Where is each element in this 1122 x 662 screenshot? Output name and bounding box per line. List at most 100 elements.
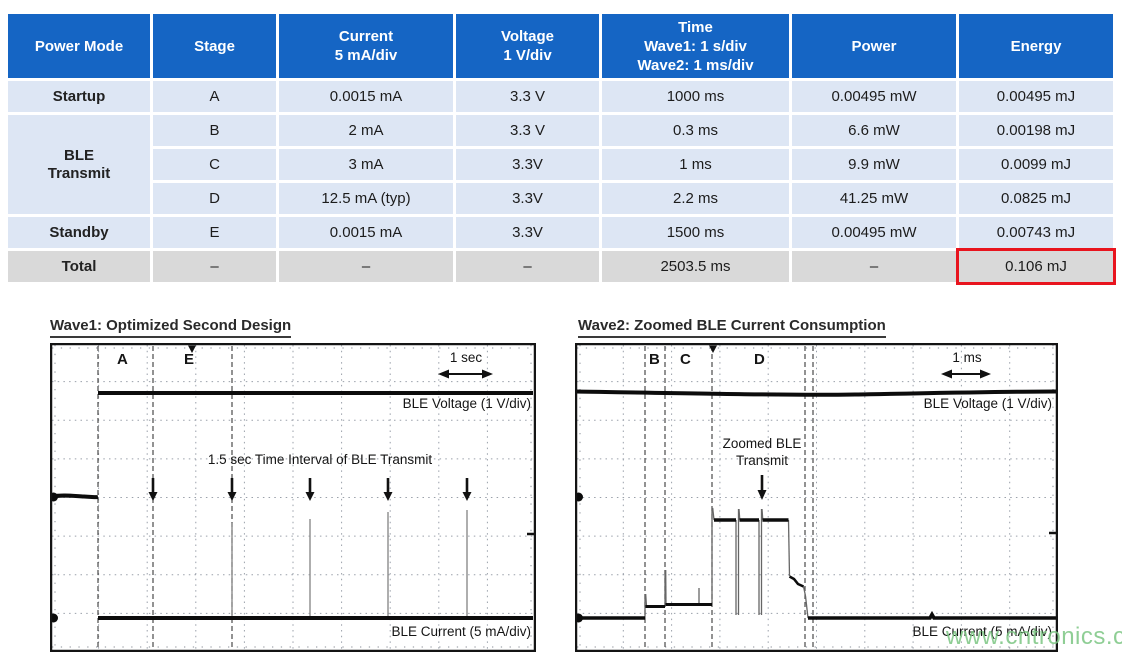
cell-time: 1000 ms xyxy=(602,81,789,112)
wave2-scope: B C D 1 ms BLE Voltage (1 V/div) Zoomed … xyxy=(575,343,1058,652)
power-budget-table: Power Mode Stage Current 5 mA/div Voltag… xyxy=(5,11,1116,285)
header-text: Voltage xyxy=(500,28,555,45)
stage-d-label: D xyxy=(754,351,765,368)
cell-power: 0.00495 mW xyxy=(792,81,956,112)
cell-current: 0.0015 mA xyxy=(279,81,453,112)
voltage-channel-label: BLE Voltage (1 V/div) xyxy=(402,396,531,411)
header-text: Time xyxy=(678,18,713,36)
header-subtext: 5 mA/div xyxy=(334,47,398,64)
timebase-scale-arrow xyxy=(941,369,991,379)
transmit-pointer-arrow xyxy=(757,475,767,500)
header-text: Current xyxy=(338,28,394,45)
cell-mode: Standby xyxy=(8,217,150,248)
column-header-current: Current 5 mA/div xyxy=(279,14,453,78)
current-channel-label: BLE Current (5 mA/div) xyxy=(912,624,1052,639)
header-text: Stage xyxy=(194,37,235,55)
cell-power: 6.6 mW xyxy=(792,115,956,146)
cell-time: 2503.5 ms xyxy=(602,251,789,282)
current-channel-label: BLE Current (5 mA/div) xyxy=(391,624,531,639)
cell-time: 1 ms xyxy=(602,149,789,180)
column-header-energy: Energy xyxy=(959,14,1113,78)
wave2-plot xyxy=(575,343,1058,652)
transmit-spikes xyxy=(231,510,468,618)
cell-time: 1500 ms xyxy=(602,217,789,248)
cell-power: 0.00495 mW xyxy=(792,217,956,248)
voltage-channel-label: BLE Voltage (1 V/div) xyxy=(923,396,1052,411)
cell-mode: BLE Transmit xyxy=(8,115,150,214)
voltage-trace xyxy=(576,389,1057,397)
stage-c-label: C xyxy=(680,351,691,368)
table-row: D 12.5 mA (typ) 3.3V 2.2 ms 41.25 mW 0.0… xyxy=(8,183,1113,214)
interval-arrows xyxy=(151,478,469,494)
column-header-voltage: Voltage 1 V/div xyxy=(456,14,599,78)
stage-e-label: E xyxy=(184,351,195,368)
cell-stage: E xyxy=(153,217,276,248)
current-trace-transitions xyxy=(644,507,809,619)
cell-current: 0.0015 mA xyxy=(279,217,453,248)
header-text: Power xyxy=(851,37,897,55)
wave1-plot xyxy=(50,343,536,652)
cell-time: 2.2 ms xyxy=(602,183,789,214)
trigger-marker-icon xyxy=(709,345,717,353)
header-subtext: Wave1: 1 s/div xyxy=(644,37,747,55)
total-row: Total – – – 2503.5 ms – 0.106 mJ xyxy=(8,248,1116,285)
cell-stage: B xyxy=(153,115,276,146)
cell-energy: 0.00198 mJ xyxy=(959,115,1113,146)
cell-power: 9.9 mW xyxy=(792,149,956,180)
cell-power: – xyxy=(792,251,956,282)
cell-time: 0.3 ms xyxy=(602,115,789,146)
grid xyxy=(52,345,534,650)
scope-border xyxy=(50,343,536,652)
cell-energy: 0.0825 mJ xyxy=(959,183,1113,214)
edge-ticks xyxy=(52,345,534,650)
header-subtext: 1 V/div xyxy=(503,47,552,64)
grid xyxy=(577,345,1056,650)
cell-voltage: – xyxy=(456,251,599,282)
scope-border xyxy=(575,343,1058,652)
header-row: Power Mode Stage Current 5 mA/div Voltag… xyxy=(8,14,1113,78)
cell-energy: 0.00743 mJ xyxy=(959,217,1113,248)
cell-total-energy-highlighted: 0.106 mJ xyxy=(956,248,1116,285)
timebase-label: 1 ms xyxy=(952,350,982,365)
timebase-label: 1 sec xyxy=(449,350,483,365)
current-trace xyxy=(577,518,1056,620)
table-row: Startup A 0.0015 mA 3.3 V 1000 ms 0.0049… xyxy=(8,81,1113,112)
cell-stage: – xyxy=(153,251,276,282)
cell-mode: Total xyxy=(8,251,150,282)
edge-ticks xyxy=(577,345,1056,650)
cell-voltage: 3.3V xyxy=(456,149,599,180)
wave2-title: Wave2: Zoomed BLE Current Consumption xyxy=(578,317,886,338)
cell-stage: C xyxy=(153,149,276,180)
table-row: BLE Transmit B 2 mA 3.3 V 0.3 ms 6.6 mW … xyxy=(8,115,1113,214)
cell-mode: Startup xyxy=(8,81,150,112)
header-text: Power Mode xyxy=(34,37,124,55)
trigger-marker-icon xyxy=(188,345,196,353)
wave1-title: Wave1: Optimized Second Design xyxy=(50,317,292,338)
table-row: Standby E 0.0015 mA 3.3V 1500 ms 0.00495… xyxy=(8,217,1113,248)
cell-energy: 0.0099 mJ xyxy=(959,149,1113,180)
column-header-power: Power xyxy=(792,14,956,78)
stage-a-label: A xyxy=(117,351,128,368)
cell-power: 41.25 mW xyxy=(792,183,956,214)
cell-current: 3 mA xyxy=(279,149,453,180)
cell-voltage: 3.3V xyxy=(456,217,599,248)
stage-b-label: B xyxy=(649,351,660,368)
column-header-stage: Stage xyxy=(153,14,276,78)
column-header-power-mode: Power Mode xyxy=(8,14,150,78)
zoomed-transmit-label: Zoomed BLE Transmit xyxy=(722,436,802,468)
current-prestart-trace xyxy=(51,493,99,500)
cell-energy: 0.00495 mJ xyxy=(959,81,1113,112)
cell-stage: D xyxy=(153,183,276,214)
header-subtext: Wave2: 1 ms/div xyxy=(637,56,754,74)
watermark: www.cntronics.com xyxy=(946,623,1122,650)
wave1-scope: A E 1 sec BLE Voltage (1 V/div) 1.5 sec … xyxy=(50,343,536,652)
table-row: C 3 mA 3.3V 1 ms 9.9 mW 0.0099 mJ xyxy=(8,149,1113,180)
transmit-interval-label: 1.5 sec Time Interval of BLE Transmit xyxy=(207,452,433,467)
cell-stage: A xyxy=(153,81,276,112)
header-text: Energy xyxy=(1010,37,1062,55)
cell-current: 2 mA xyxy=(279,115,453,146)
cell-voltage: 3.3 V xyxy=(456,115,599,146)
interval-arrowheads xyxy=(148,492,472,501)
cell-voltage: 3.3 V xyxy=(456,81,599,112)
cell-current: – xyxy=(279,251,453,282)
